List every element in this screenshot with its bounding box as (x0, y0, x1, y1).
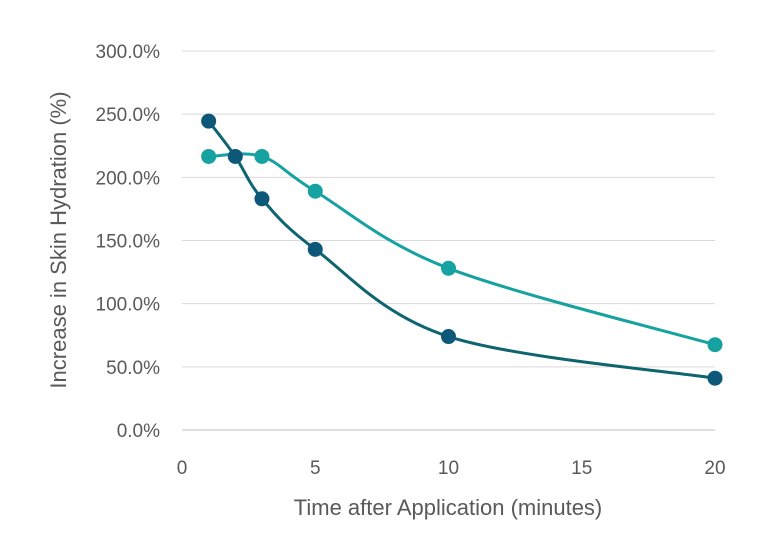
series-1-point (201, 148, 217, 164)
x-tick-label: 0 (177, 458, 188, 479)
x-tick-label: 20 (704, 458, 725, 479)
series-2-point (201, 113, 217, 129)
series-2-line (207, 119, 717, 380)
series-1-point (707, 337, 723, 353)
gridlines (182, 50, 715, 431)
x-tick-label: 5 (310, 458, 321, 479)
series-2-point (707, 370, 723, 386)
series-1-point (254, 148, 270, 164)
series-1-point (307, 183, 323, 199)
y-tick-label: 0.0% (117, 421, 160, 442)
series-2-point (227, 148, 243, 164)
y-tick-label: 250.0% (96, 105, 161, 126)
x-tick-label: 10 (438, 458, 459, 479)
series-2-point (307, 241, 323, 257)
series-1-point (441, 260, 456, 276)
y-tick-label: 300.0% (96, 42, 161, 63)
y-tick-label: 150.0% (96, 232, 161, 253)
x-axis-title: Time after Application (minutes) (294, 495, 603, 520)
x-tick-label: 15 (571, 458, 592, 479)
series-2-point (254, 191, 270, 207)
series-1-line (207, 152, 717, 347)
y-tick-label: 50.0% (106, 358, 160, 379)
y-axis-title: Increase in Skin Hydration (%) (46, 91, 71, 388)
y-axis-tick-labels: 0.0% 50.0% 100.0% 150.0% 200.0% 250.0% 300.0% (96, 42, 161, 442)
series-group (201, 113, 723, 386)
y-tick-label: 100.0% (96, 295, 161, 316)
series-2-point (441, 329, 456, 345)
y-tick-label: 200.0% (96, 168, 161, 189)
x-axis-tick-labels: 0 5 10 15 20 (177, 458, 726, 479)
